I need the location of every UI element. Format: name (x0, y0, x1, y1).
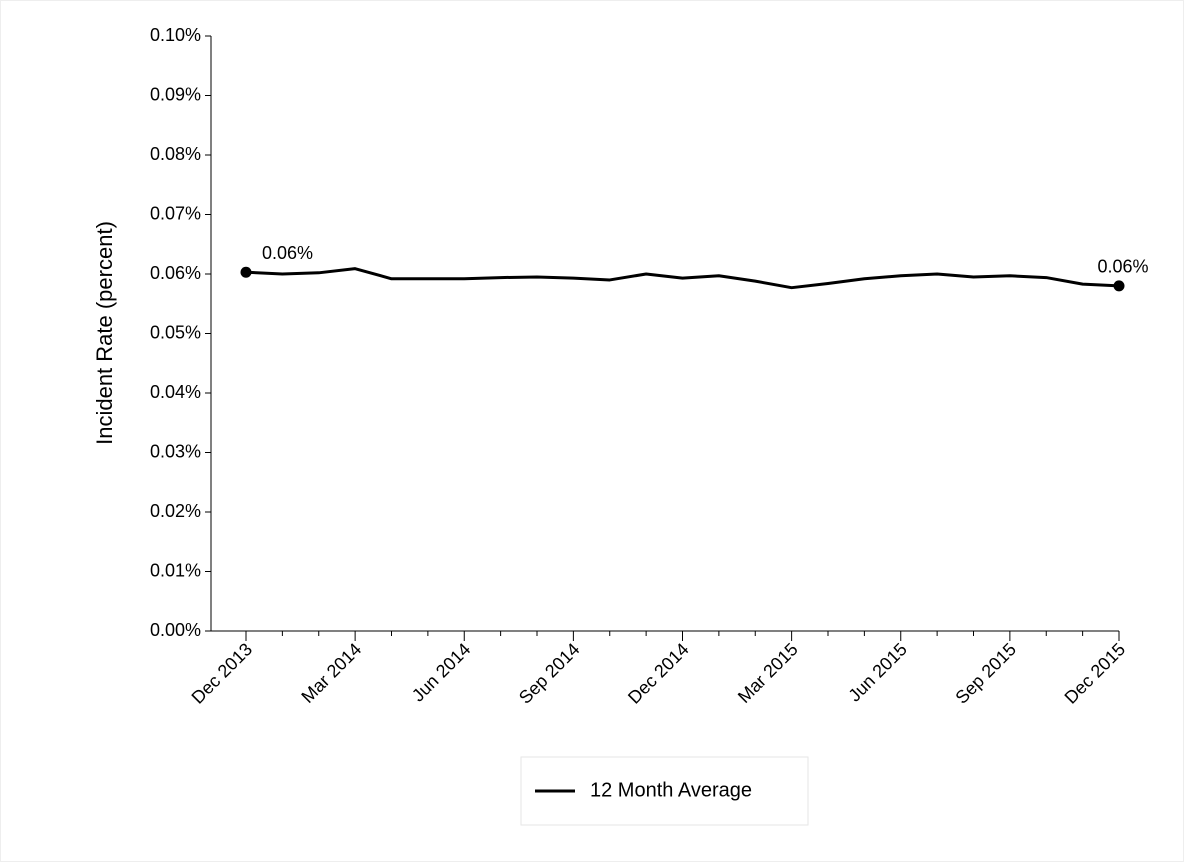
y-tick-label: 0.01% (150, 560, 201, 580)
x-tick-label: Sep 2014 (515, 639, 584, 708)
y-tick-label: 0.08% (150, 144, 201, 164)
y-tick-label: 0.04% (150, 382, 201, 402)
y-tick-label: 0.00% (150, 620, 201, 640)
data-label: 0.06% (262, 243, 313, 263)
point-marker (240, 266, 252, 278)
y-tick-label: 0.05% (150, 322, 201, 342)
x-tick-label: Jun 2015 (844, 639, 911, 706)
x-tick-label: Mar 2014 (297, 639, 365, 707)
x-tick-label: Dec 2013 (188, 639, 257, 708)
data-label: 0.06% (1097, 257, 1148, 277)
y-tick-label: 0.03% (150, 441, 201, 461)
y-tick-label: 0.10% (150, 25, 201, 45)
y-tick-label: 0.06% (150, 263, 201, 283)
x-tick-label: Mar 2015 (734, 639, 802, 707)
y-tick-label: 0.02% (150, 501, 201, 521)
series-line (245, 267, 1120, 290)
x-tick-label: Sep 2015 (951, 639, 1020, 708)
y-tick-label: 0.09% (150, 84, 201, 104)
legend-label: 12 Month Average (590, 779, 752, 801)
x-tick-label: Dec 2015 (1061, 639, 1130, 708)
x-tick-label: Dec 2014 (624, 639, 693, 708)
point-marker (1113, 280, 1125, 292)
y-tick-label: 0.07% (150, 203, 201, 223)
x-tick-label: Jun 2014 (408, 639, 475, 706)
y-axis-label: Incident Rate (percent) (92, 221, 117, 445)
